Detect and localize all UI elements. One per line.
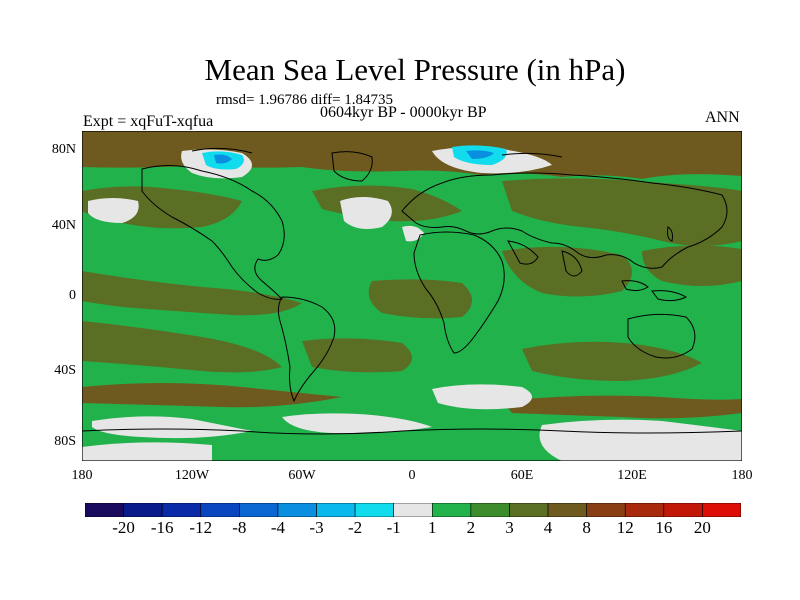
lon-label-180e: 180 (731, 468, 753, 483)
antarctic-light-center (282, 413, 432, 434)
colorbar-swatch (123, 503, 163, 517)
eurasia-olive (502, 178, 742, 246)
stats-text: rmsd= 1.96786 diff= 1.84735 (216, 92, 394, 108)
north-atlantic-light (340, 197, 392, 229)
colorbar-label: 2 (466, 518, 476, 537)
lon-label-0: 0 (408, 468, 416, 483)
colorbar-label: -16 (150, 518, 174, 537)
north-pacific-light (88, 198, 139, 223)
lon-label-60e: 60E (510, 468, 534, 483)
antarctic-light-southwest (82, 442, 212, 461)
lon-label-60w: 60W (288, 468, 316, 483)
lat-label-0: 0 (69, 288, 76, 303)
antarctic-light-east (539, 419, 742, 461)
lon-label-120e: 120E (617, 468, 647, 483)
colorbar-swatch (277, 503, 317, 517)
colorbar-swatch (547, 503, 587, 517)
colorbar-swatch (239, 503, 279, 517)
season-label: ANN (705, 109, 740, 126)
colorbar-swatch (85, 503, 124, 517)
atlantic-tropical-olive (368, 279, 472, 319)
colorbar-swatch (624, 503, 665, 517)
colorbar-label: -3 (309, 518, 324, 537)
colorbar-swatch (509, 503, 549, 517)
colorbar-swatch (393, 503, 433, 517)
west-pacific-olive (642, 245, 742, 286)
colorbar-label: -1 (386, 518, 401, 537)
colorbar-swatch (470, 503, 510, 517)
colorbar-swatch (663, 503, 703, 517)
south-indian-olive (522, 341, 702, 381)
south-pacific-olive (82, 321, 282, 373)
colorbar-label: -4 (270, 518, 286, 537)
colorbar-label: 12 (616, 518, 634, 537)
coastlines (82, 147, 742, 435)
colorbar-label: 20 (693, 518, 711, 537)
colorbar-label: 1 (428, 518, 437, 537)
colorbar-swatch (200, 503, 240, 517)
colorbar-label: -2 (348, 518, 363, 537)
colorbar-swatch (161, 503, 202, 517)
colorbar-label: -20 (112, 518, 135, 537)
plot-title: Mean Sea Level Pressure (in hPa) (204, 52, 626, 87)
colorbar-label: 8 (582, 518, 591, 537)
central-atlantic-light (402, 225, 424, 242)
colorbar-swatch (316, 503, 356, 517)
colorbar-swatch (431, 503, 472, 517)
colorbar-swatch (586, 503, 626, 517)
colorbar-label: 4 (543, 518, 553, 537)
antarctic-light-west (92, 416, 252, 439)
lat-label-40s: 40S (54, 363, 76, 378)
period-text: 0604kyr BP - 0000kyr BP (320, 104, 487, 121)
greenland-negative-core (214, 154, 232, 164)
colorbar-label: -8 (232, 518, 247, 537)
south-atlantic-olive (302, 338, 412, 373)
colorbar-label: 3 (505, 518, 514, 537)
colorbar-label: 16 (655, 518, 673, 537)
lon-label-180w: 180 (71, 468, 93, 483)
lat-label-80s: 80S (54, 434, 76, 449)
southern-ocean-brown (82, 383, 342, 408)
lat-label-80n: 80N (51, 142, 76, 157)
southern-ocean-brown-east (502, 395, 742, 419)
lat-label-40n: 40N (51, 218, 76, 233)
colorbar-label: -12 (189, 518, 213, 537)
tropical-olive-band (82, 271, 302, 316)
siberia-negative-core (466, 150, 494, 159)
pressure-map (82, 131, 742, 461)
lon-label-120w: 120W (174, 468, 210, 483)
experiment-label: Expt = xqFuT-xqfua (83, 113, 214, 130)
colorbar (85, 503, 741, 517)
southern-indian-light (432, 384, 532, 410)
colorbar-swatch (702, 503, 741, 517)
colorbar-swatch (354, 503, 395, 517)
